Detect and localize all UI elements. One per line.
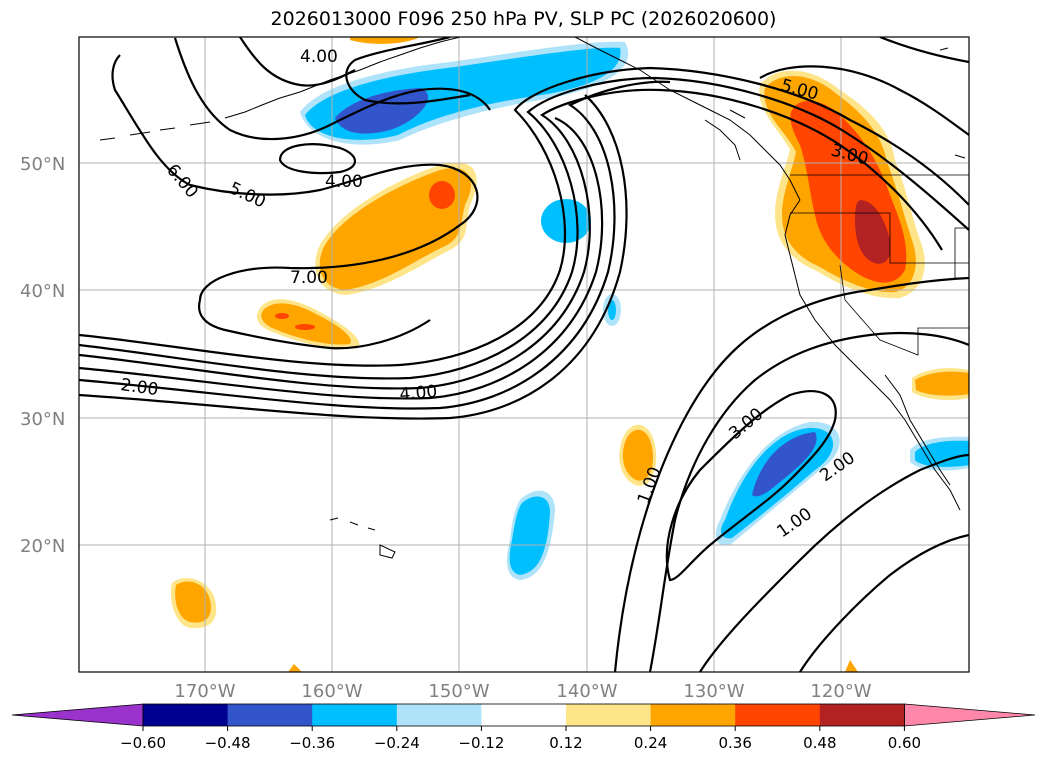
colorbar-tick-label: −0.36 bbox=[289, 734, 335, 752]
colorbar-frame bbox=[142, 703, 905, 727]
slp-contours bbox=[79, 37, 969, 672]
colorbar-tick-label: −0.24 bbox=[374, 734, 420, 752]
contour-label: 4.00 bbox=[325, 172, 363, 192]
map-frame bbox=[78, 36, 970, 673]
colorbar-segment bbox=[566, 704, 652, 726]
colorbar-tick-label: 0.24 bbox=[634, 734, 667, 752]
colorbar-segment bbox=[481, 704, 567, 726]
pv-negative-hawaii bbox=[507, 490, 555, 580]
lon-label: 160°W bbox=[301, 681, 362, 702]
colorbar-segment bbox=[650, 704, 736, 726]
coastlines bbox=[99, 37, 966, 559]
lat-label: 50°N bbox=[20, 154, 65, 175]
lon-label: 130°W bbox=[683, 681, 744, 702]
latitude-labels: 50°N 40°N 30°N 20°N bbox=[20, 154, 65, 557]
gridlines bbox=[79, 37, 969, 672]
colorbar-tick-label: −0.12 bbox=[458, 734, 504, 752]
lon-label: 120°W bbox=[810, 681, 871, 702]
pv-positive-bottom bbox=[288, 660, 858, 672]
lon-label: 150°W bbox=[428, 681, 489, 702]
colorbar-tick-label: −0.48 bbox=[205, 734, 251, 752]
colorbar-segment bbox=[143, 704, 229, 726]
pv-positive-subtropic bbox=[619, 424, 657, 486]
colorbar-segment bbox=[396, 704, 482, 726]
colorbar-segment bbox=[312, 704, 398, 726]
colorbar-tick-label: 0.36 bbox=[718, 734, 751, 752]
lat-label: 20°N bbox=[20, 536, 65, 557]
map-title: 2026013000 F096 250 hPa PV, SLP PC (2026… bbox=[270, 8, 777, 30]
contour-label: 4.00 bbox=[399, 382, 438, 405]
colorbar-segment bbox=[819, 704, 905, 726]
colorbar-extend-max bbox=[904, 703, 1036, 727]
lat-label: 30°N bbox=[20, 409, 65, 430]
pv-positive-baja bbox=[912, 368, 969, 400]
colorbar-extend-min bbox=[11, 703, 144, 727]
contour-label: 7.00 bbox=[290, 268, 328, 288]
pv-negative-north-band bbox=[300, 41, 629, 145]
pv-positive-top bbox=[350, 37, 420, 44]
colorbar-tick-label: 0.48 bbox=[803, 734, 836, 752]
pv-negative-tiny bbox=[603, 294, 621, 326]
colorbar-segment bbox=[735, 704, 821, 726]
lon-label: 140°W bbox=[556, 681, 617, 702]
colorbar: −0.60 −0.48 −0.36 −0.24 −0.12 0.12 0.24 0.36 0.4… bbox=[11, 703, 1036, 752]
colorbar-tick-label: −0.60 bbox=[120, 734, 166, 752]
lon-label: 170°W bbox=[174, 681, 235, 702]
colorbar-segment bbox=[227, 704, 313, 726]
pv-positive-west-coast bbox=[759, 70, 925, 299]
colorbar-tick-label: 0.12 bbox=[549, 734, 582, 752]
longitude-labels: 170°W 160°W 150°W 140°W 130°W 120°W bbox=[174, 681, 871, 702]
pv-positive-west bbox=[256, 299, 360, 349]
pv-negative-subtropical bbox=[715, 421, 840, 546]
pv-positive-central-pacific bbox=[315, 162, 477, 295]
contour-label: 4.00 bbox=[300, 47, 338, 67]
colorbar-tick-label: 0.60 bbox=[888, 734, 921, 752]
lat-label: 40°N bbox=[20, 281, 65, 302]
